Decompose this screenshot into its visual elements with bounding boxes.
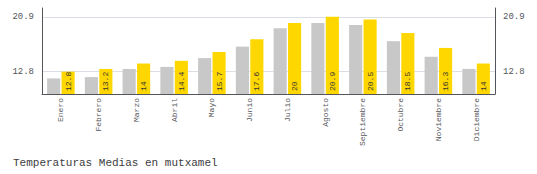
svg-text:Marzo: Marzo (132, 98, 141, 122)
svg-text:20: 20 (290, 81, 299, 91)
svg-text:Octubre: Octubre (396, 98, 405, 132)
svg-text:Agosto: Agosto (321, 98, 330, 127)
svg-text:Temperaturas Medias en mutxame: Temperaturas Medias en mutxamel (13, 157, 218, 169)
svg-text:16.3: 16.3 (441, 72, 450, 91)
svg-text:20.5: 20.5 (366, 72, 375, 91)
svg-text:12.8: 12.8 (64, 72, 73, 91)
svg-text:Abril: Abril (170, 98, 179, 122)
svg-text:Mayo: Mayo (207, 98, 216, 117)
svg-text:Septiembre: Septiembre (358, 98, 367, 146)
svg-text:20.9: 20.9 (12, 12, 34, 22)
svg-text:14: 14 (479, 81, 488, 91)
svg-text:Diciembre: Diciembre (472, 98, 481, 141)
svg-text:Junio: Junio (245, 98, 254, 122)
svg-text:17.6: 17.6 (252, 72, 261, 91)
svg-text:15.7: 15.7 (215, 72, 224, 91)
svg-text:14.4: 14.4 (177, 72, 186, 91)
svg-text:Febrero: Febrero (94, 98, 103, 132)
svg-text:14: 14 (139, 81, 148, 91)
svg-text:Julio: Julio (283, 98, 292, 122)
svg-text:20.9: 20.9 (328, 72, 337, 91)
svg-text:18.5: 18.5 (403, 72, 412, 91)
svg-text:12.8: 12.8 (12, 67, 34, 77)
svg-text:20.9: 20.9 (503, 12, 525, 22)
svg-text:13.2: 13.2 (101, 72, 110, 91)
svg-text:Noviembre: Noviembre (434, 98, 443, 141)
svg-text:Enero: Enero (56, 98, 65, 122)
svg-text:12.8: 12.8 (503, 67, 525, 77)
